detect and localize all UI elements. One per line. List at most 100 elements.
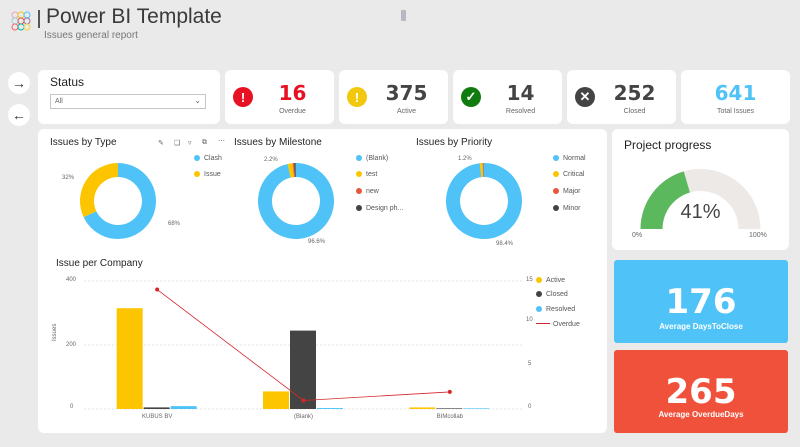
bar-resolved[interactable] [170, 406, 197, 409]
legend-label: Clash [204, 155, 222, 162]
legend-dot [553, 171, 559, 177]
donut-segments [80, 163, 156, 239]
kpi-overdue-label: Overdue [279, 108, 306, 115]
donut-slice[interactable] [483, 163, 484, 178]
bar-resolved[interactable] [463, 408, 490, 409]
issue-per-company-chart[interactable]: KUBUS BV (Blank) BIMcollab [38, 269, 607, 429]
legend-item-closed[interactable]: Closed [536, 291, 568, 298]
legend-item-resolved[interactable]: Resolved [536, 306, 575, 313]
legend-item-issue[interactable]: Issue [194, 171, 221, 178]
avg-days-to-close-value: 176 [665, 282, 737, 322]
gauge-fill [640, 171, 690, 229]
legend-label: Issue [204, 171, 221, 178]
chart-bars [116, 308, 490, 409]
donut-segments [446, 163, 522, 239]
kpi-total-label: Total Issues [717, 108, 754, 115]
status-filter-title: Status [50, 75, 85, 89]
legend-label: Overdue [553, 321, 580, 328]
project-progress-gauge[interactable] [612, 153, 789, 233]
more-options-icon[interactable]: ⋯ [218, 138, 225, 145]
donut-slice[interactable] [287, 163, 294, 178]
bar-active[interactable] [263, 391, 289, 409]
legend-item-critical[interactable]: Critical [553, 171, 584, 178]
legend-dot [356, 188, 362, 194]
page-subtitle: Issues general report [44, 30, 138, 41]
issues-by-priority-donut[interactable] [444, 161, 524, 241]
progress-max: 100% [749, 232, 767, 239]
legend-label: Design ph... [366, 205, 404, 212]
legend-dot [553, 155, 559, 161]
chevron-down-icon: ⌄ [194, 96, 201, 105]
issues-by-type-donut[interactable] [78, 161, 158, 241]
donut-slice[interactable] [294, 163, 296, 178]
forward-arrow-button[interactable]: → [8, 72, 30, 94]
overdue-point[interactable] [301, 398, 306, 403]
y-tick-0: 0 [70, 404, 74, 410]
x-tick-label: KUBUS BV [142, 414, 172, 420]
kpi-closed-label: Closed [623, 108, 646, 115]
legend-item-blank[interactable]: (Blank) [356, 155, 388, 162]
bar-closed[interactable] [290, 330, 316, 409]
page-title: Power BI Template [46, 5, 222, 28]
copy-icon[interactable]: ❏ [174, 140, 181, 147]
legend-dot [553, 205, 559, 211]
legend-dot [356, 171, 362, 177]
donut-slice[interactable] [292, 163, 295, 178]
donut-slice[interactable] [80, 163, 118, 218]
donut-slice[interactable] [83, 163, 156, 239]
kpi-active-value: 375 [385, 81, 428, 105]
chart-overdue-line [155, 287, 452, 403]
legend-dot [194, 171, 200, 177]
legend-dot [194, 155, 200, 161]
bar-active[interactable] [409, 407, 436, 409]
bar-active[interactable] [116, 308, 143, 409]
issue-per-company-title: Issue per Company [56, 258, 143, 269]
alert-icon: ! [233, 87, 253, 107]
legend-item-major[interactable]: Major [553, 188, 581, 195]
legend-item-overdue[interactable]: Overdue [536, 321, 580, 328]
donut-slice[interactable] [479, 163, 484, 178]
kpi-card-overdue: ! 16 Overdue [225, 70, 334, 124]
y2-tick-10: 10 [526, 317, 533, 323]
legend-item-design-phase[interactable]: Design ph... [356, 205, 403, 212]
issues-by-milestone-donut[interactable] [256, 161, 336, 241]
arrow-right-icon: → [12, 75, 26, 91]
milestone-label-small: 2.2% [264, 157, 278, 163]
bar-closed[interactable] [436, 408, 463, 409]
progress-value: 41% [680, 201, 721, 223]
legend-label: Minor [563, 205, 581, 212]
status-dropdown[interactable]: All ⌄ [50, 94, 206, 109]
legend-item-test[interactable]: test [356, 171, 377, 178]
legend-item-normal[interactable]: Normal [553, 155, 586, 162]
avg-overdue-days-value: 265 [665, 372, 737, 412]
bar-closed[interactable] [143, 407, 170, 409]
back-arrow-button[interactable]: ← [8, 104, 30, 126]
legend-item-active[interactable]: Active [536, 277, 565, 284]
chart-axis-labels: KUBUS BV (Blank) BIMcollab [142, 414, 464, 420]
bar-resolved[interactable] [317, 408, 343, 409]
legend-item-minor[interactable]: Minor [553, 205, 581, 212]
close-x-icon: ✕ [575, 87, 595, 107]
legend-item-new[interactable]: new [356, 188, 379, 195]
legend-label: (Blank) [366, 155, 389, 162]
page-marker [401, 10, 406, 21]
legend-dot [553, 188, 559, 194]
focus-mode-icon[interactable]: ⧉ [202, 139, 207, 146]
donut-slice[interactable] [482, 163, 484, 178]
overdue-point[interactable] [155, 287, 160, 292]
legend-item-clash[interactable]: Clash [194, 155, 222, 162]
pin-icon[interactable]: ✎ [158, 140, 164, 147]
kpi-active-label: Active [396, 108, 417, 115]
progress-min: 0% [632, 232, 643, 239]
kpi-resolved-label: Resolved [505, 108, 536, 115]
filter-icon[interactable]: ▿ [188, 140, 192, 147]
kpi-overdue-value: 16 [278, 81, 307, 105]
overdue-point[interactable] [447, 389, 452, 394]
donut-slice[interactable] [258, 163, 334, 239]
donut-slice[interactable] [446, 163, 522, 239]
checkmark-icon: ✓ [461, 87, 481, 107]
x-tick-label: BIMcollab [437, 414, 464, 420]
legend-label: Major [563, 188, 581, 195]
type-label-small: 32% [62, 175, 75, 181]
kpi-card-closed: ✕ 252 Closed [567, 70, 676, 124]
